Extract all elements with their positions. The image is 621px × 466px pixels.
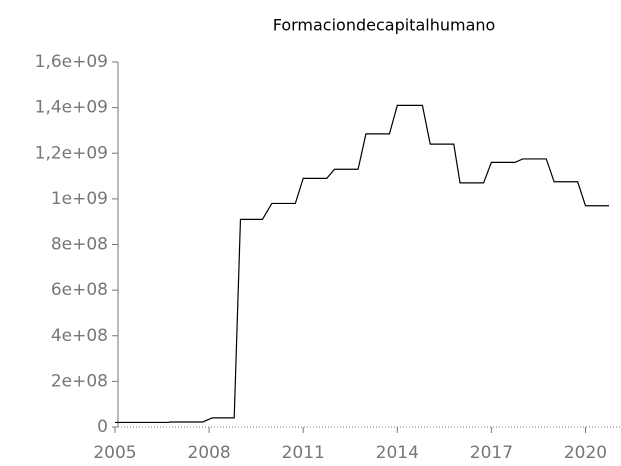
- y-tick-label: 8e+08: [51, 235, 108, 255]
- x-tick-label: 2017: [470, 443, 513, 463]
- y-tick-label: 1,6e+09: [35, 52, 108, 72]
- x-tick-label: 2011: [282, 443, 325, 463]
- y-tick-label: 1,2e+09: [35, 143, 108, 163]
- y-tick-label: 4e+08: [51, 326, 108, 346]
- x-tick-label: 2020: [564, 443, 607, 463]
- y-tick-label: 6e+08: [51, 280, 108, 300]
- x-tick-label: 2005: [93, 443, 136, 463]
- line: [115, 104, 610, 424]
- y-tick-label: 0: [97, 417, 108, 437]
- y-tick-label: 1e+09: [51, 189, 108, 209]
- x-tick-label: 2014: [376, 443, 419, 463]
- y-tick-label: 2e+08: [51, 371, 108, 391]
- chart-title: Formaciondecapitalhumano: [273, 16, 496, 35]
- y-tick-label: 1,4e+09: [35, 98, 108, 118]
- x-tick-label: 2008: [187, 443, 230, 463]
